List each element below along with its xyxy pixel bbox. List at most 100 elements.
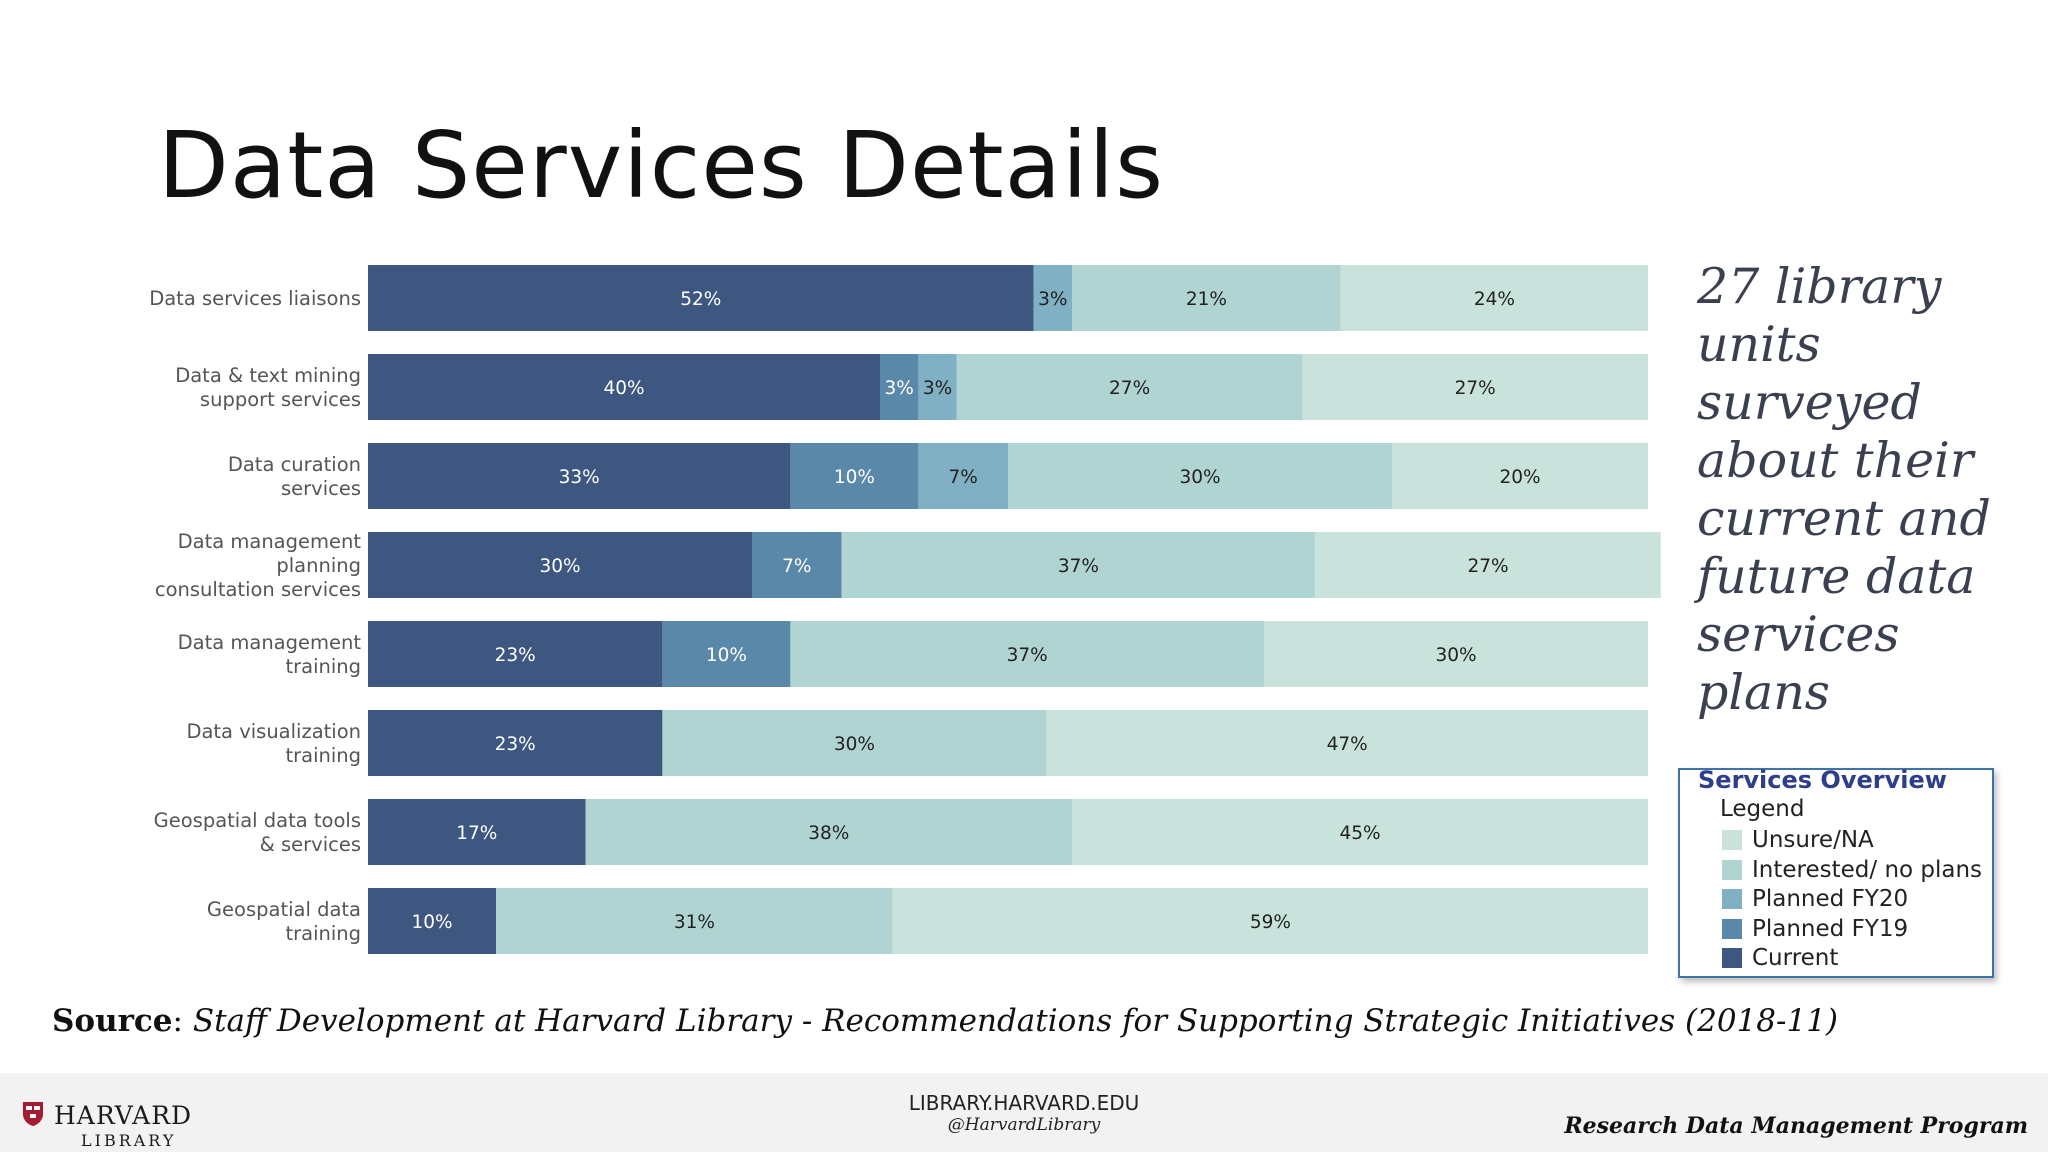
source-citation: Source: Staff Development at Harvard Lib… (52, 1003, 1838, 1039)
data-label: 23% (495, 645, 536, 666)
bar-segment (880, 354, 919, 420)
bar-segment (918, 354, 957, 420)
data-label: 27% (1109, 378, 1150, 399)
data-label: 17% (456, 823, 497, 844)
data-label: 45% (1339, 823, 1380, 844)
bar-segment (368, 354, 880, 420)
footer-url[interactable]: LIBRARY.HARVARD.EDU (908, 1091, 1140, 1115)
bar-segment (1033, 265, 1072, 331)
data-label: 30% (1179, 467, 1220, 488)
stacked-bar-chart: Data services liaisons 52% 3% 21% 24% Data & … (149, 265, 1661, 954)
data-label: 52% (680, 289, 721, 310)
data-label: 24% (1474, 289, 1515, 310)
bar-segment (496, 888, 893, 954)
bar-segment (585, 799, 1072, 865)
category-label-line: Geospatial data tools (154, 809, 361, 832)
legend-label: Current (1752, 945, 1839, 971)
category-label: Geospatial data tools & services (154, 809, 361, 856)
bar-segment (1315, 532, 1661, 598)
legend-swatch (1722, 859, 1742, 880)
data-label: 40% (603, 378, 644, 399)
category-label-line: Data & text mining (175, 364, 361, 387)
source-separator: : (172, 1003, 193, 1039)
bar-segment (1392, 443, 1648, 509)
data-label: 10% (834, 467, 875, 488)
data-label: 38% (808, 823, 849, 844)
legend-item: Planned FY19 (1722, 915, 1908, 943)
source-label: Source (52, 1003, 173, 1039)
bar-segment (1072, 799, 1648, 865)
category-label-line: Data management (178, 530, 362, 553)
legend-title: Services Overview (1698, 766, 1947, 794)
footer-program: Research Data Management Program (1564, 1113, 2028, 1139)
data-label: 33% (559, 467, 600, 488)
harvard-shield-icon (23, 1102, 43, 1126)
bar-segment (368, 532, 752, 598)
data-label: 47% (1327, 734, 1368, 755)
legend-label: Unsure/NA (1752, 827, 1874, 853)
category-label: Geospatial data training (207, 898, 361, 945)
category-label-line: Geospatial data (207, 898, 361, 921)
legend-swatch (1722, 948, 1742, 968)
legend-label: Interested/ no plans (1752, 856, 1983, 883)
bar-segment (790, 621, 1264, 687)
data-label: 10% (411, 912, 452, 933)
legend-subtitle: Legend (1720, 796, 1805, 822)
data-label: 23% (495, 734, 536, 755)
bar-segment (368, 799, 586, 865)
category-label-line: Data services liaisons (149, 287, 361, 310)
category-label-line: planning (276, 554, 361, 577)
bar-segment (892, 888, 1648, 954)
data-label: 30% (834, 734, 875, 755)
bar-segment (368, 443, 791, 509)
legend-swatch (1722, 889, 1742, 909)
legend-swatch (1722, 830, 1742, 850)
bar-segment (1340, 265, 1648, 331)
bar-segment (368, 888, 496, 954)
data-label: 7% (949, 467, 978, 488)
legend-item: Unsure/NA (1722, 826, 1874, 854)
bar-segment (841, 532, 1316, 598)
survey-note: 27 library units surveyed about their cu… (1697, 258, 1991, 721)
data-label: 37% (1007, 645, 1048, 666)
bar-segment (368, 621, 663, 687)
category-label-line: training (285, 922, 361, 945)
data-label: 27% (1467, 556, 1508, 577)
category-label-line: services (281, 477, 361, 500)
legend-label: Planned FY20 (1752, 886, 1909, 912)
source-text: Staff Development at Harvard Library - R… (192, 1003, 1839, 1039)
bar-segment (368, 710, 663, 776)
logo-subtitle: LIBRARY (81, 1131, 177, 1150)
data-label: 3% (885, 378, 914, 399)
slide-title: Data Services Details (158, 112, 1165, 219)
data-label: 27% (1455, 378, 1496, 399)
category-label: Data & text mining support services (175, 364, 361, 411)
bar-segment (790, 443, 919, 509)
legend-swatch (1722, 918, 1742, 939)
category-label: Data visualization training (186, 720, 361, 767)
data-label: 31% (674, 912, 715, 933)
legend-item: Interested/ no plans (1722, 856, 1982, 884)
bar-segment (1302, 354, 1648, 420)
bar-segment (662, 621, 791, 687)
category-label-line: consultation services (155, 578, 361, 601)
category-label-line: & services (260, 833, 361, 856)
bar-segment (662, 710, 1047, 776)
bar-segment (918, 443, 1008, 509)
data-label: 20% (1499, 467, 1540, 488)
data-label: 7% (782, 556, 811, 577)
category-label-line: training (285, 744, 361, 767)
footer-handle[interactable]: @HarvardLibrary (947, 1115, 1101, 1135)
data-label: 3% (923, 378, 952, 399)
category-label-line: Data management (178, 631, 362, 654)
data-label: 30% (539, 556, 580, 577)
legend-item: Current (1722, 944, 1838, 972)
bar-segment (1046, 710, 1648, 776)
bar-segment (1072, 265, 1341, 331)
legend-box: Services Overview Legend Unsure/NA Intere… (1678, 766, 1994, 978)
data-label: 30% (1435, 645, 1476, 666)
bar-segment (752, 532, 842, 598)
bar-segment (956, 354, 1303, 420)
category-label-line: Data curation (228, 453, 361, 476)
category-label: Data services liaisons (149, 287, 361, 310)
